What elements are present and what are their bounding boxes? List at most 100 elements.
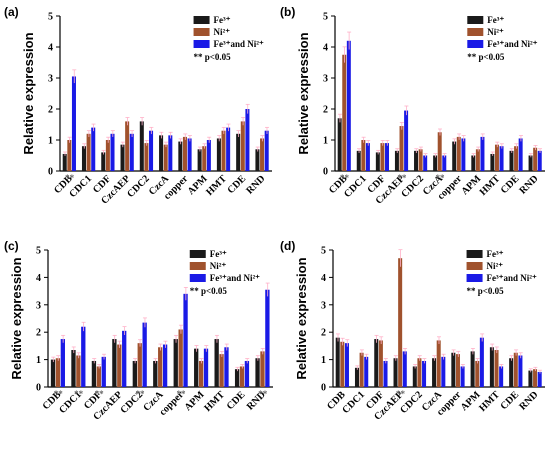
legend-label: Fe³⁺and Ni²⁺ (214, 39, 264, 49)
significance-marker: ** (95, 389, 105, 399)
bar (112, 339, 117, 387)
bar (461, 138, 466, 171)
bar (499, 366, 504, 387)
legend-swatch (466, 250, 483, 258)
bar (142, 322, 147, 387)
significance-marker: ** (397, 173, 407, 183)
y-axis-label: Relative expression (21, 32, 36, 154)
legend-swatch (467, 16, 484, 24)
bar (451, 352, 456, 387)
bar (216, 138, 221, 171)
bar (198, 360, 204, 387)
bar (402, 351, 407, 387)
bar (509, 358, 514, 387)
bar (479, 337, 484, 387)
bar (255, 149, 260, 171)
bar (398, 258, 403, 387)
bar (452, 141, 457, 171)
panel-label: (b) (280, 5, 295, 19)
bar (346, 40, 351, 171)
bar (202, 146, 207, 171)
bar (455, 354, 460, 387)
bar (475, 360, 480, 387)
bar (356, 150, 361, 171)
bar (374, 339, 379, 387)
y-tick-label: 3 (48, 74, 53, 85)
legend-label: Fe³⁺and Ni²⁺ (487, 273, 537, 283)
panel-label: (a) (4, 5, 19, 19)
bar (144, 143, 149, 171)
bar (393, 358, 398, 387)
bar (187, 138, 192, 171)
bar (361, 140, 366, 171)
bar (244, 360, 250, 387)
bar (137, 343, 142, 387)
bar (340, 341, 345, 387)
significance-legend: ** p<0.05 (190, 286, 228, 296)
significance-marker: ** (54, 389, 64, 399)
y-axis-label: Relative expression (296, 32, 311, 154)
y-tick-label: 1 (321, 355, 326, 366)
bar (460, 366, 465, 387)
panel-label: (c) (4, 239, 19, 253)
bar (110, 133, 115, 171)
bar (226, 127, 231, 171)
bar (245, 109, 250, 171)
bar (91, 127, 96, 171)
bar (518, 138, 523, 171)
bar (342, 54, 347, 171)
x-tick-label: RND (517, 173, 540, 196)
bar (153, 360, 158, 387)
bar (260, 138, 265, 171)
legend-swatch (189, 262, 206, 270)
bar (422, 360, 427, 387)
bar (55, 358, 61, 387)
x-tick-label: RND (517, 389, 540, 412)
bar (442, 155, 447, 171)
bar (105, 140, 110, 171)
bar (375, 152, 380, 171)
bar (528, 370, 533, 387)
bar (219, 354, 224, 387)
x-tick-label: CDE (225, 173, 248, 196)
y-tick-label: 2 (48, 105, 53, 116)
significance-marker: ** (176, 389, 186, 399)
bar (509, 150, 514, 171)
bar (76, 355, 81, 387)
bar (132, 360, 137, 387)
bar (264, 130, 269, 171)
y-tick-label: 0 (321, 383, 326, 394)
bar (537, 371, 542, 387)
bar (432, 358, 437, 387)
bar (470, 351, 475, 387)
bar (96, 366, 101, 387)
bar (60, 339, 65, 387)
bar (159, 135, 164, 171)
bar (433, 155, 438, 171)
significance-marker: ** (258, 389, 268, 399)
bar (183, 293, 188, 387)
x-tick-label: CDC1 (340, 389, 367, 416)
bar (197, 149, 202, 171)
legend-swatch (193, 28, 210, 36)
bar (436, 340, 441, 387)
y-tick-label: 5 (321, 246, 326, 257)
y-tick-label: 0 (323, 167, 328, 178)
bar (120, 144, 125, 171)
y-tick-label: 1 (36, 355, 41, 366)
bar (394, 150, 399, 171)
bar (378, 340, 383, 387)
bar (122, 330, 127, 387)
bar (239, 366, 245, 387)
legend-swatch (189, 274, 206, 282)
bar (91, 360, 97, 387)
bar (423, 155, 428, 171)
y-tick-label: 3 (321, 300, 326, 311)
bar (81, 326, 86, 387)
bar (182, 136, 187, 171)
y-tick-label: 4 (36, 273, 41, 284)
bar (71, 76, 76, 171)
bar (456, 136, 461, 171)
